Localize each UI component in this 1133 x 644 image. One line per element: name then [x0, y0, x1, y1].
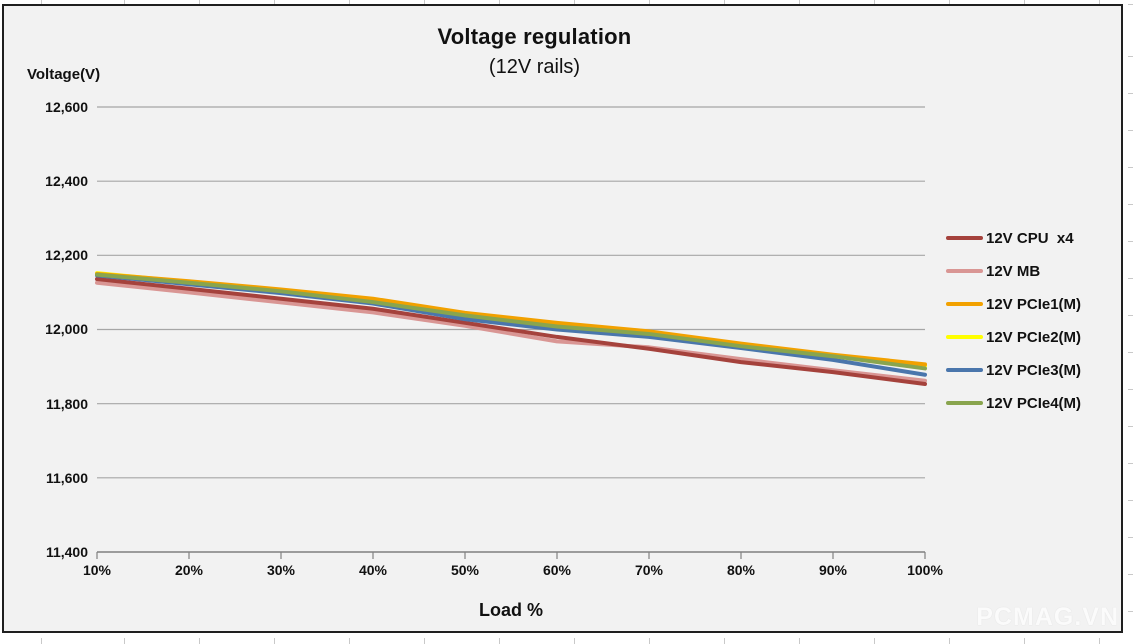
legend-swatch-pcie1 [946, 302, 983, 306]
chart-subtitle: (12V rails) [488, 56, 581, 78]
pcmag-watermark: PCMAG.VN [976, 603, 1119, 631]
legend-label: 12V PCIe3(M) [986, 361, 1082, 379]
legend-label: 12V CPU x4 [986, 229, 1074, 247]
legend-item-pcie3: 12V PCIe3(M) [946, 359, 1121, 381]
series-line-12v-cpu-x4 [95, 277, 927, 387]
y-tick-label: 11,800 [45, 396, 88, 412]
x-tick-label: 40% [358, 562, 388, 578]
legend-label: 12V PCIe4(M) [986, 394, 1082, 412]
y-tick-label: 12,600 [45, 99, 88, 115]
chart-legend: 12V CPU x4 12V MB 12V PCIe1(M) 12V PCIe2… [946, 227, 1121, 425]
legend-item-pcie2: 12V PCIe2(M) [946, 326, 1121, 348]
legend-label: 12V PCIe2(M) [986, 328, 1082, 346]
y-tick-label: 12,200 [45, 247, 88, 263]
legend-item-mb: 12V MB [946, 260, 1121, 282]
x-tick-label: 10% [82, 562, 112, 578]
legend-swatch-mb [946, 269, 983, 273]
y-tick-label: 12,000 [45, 321, 88, 337]
x-tick-label: 50% [450, 562, 480, 578]
legend-swatch-pcie3 [946, 368, 983, 372]
chart-frame [2, 4, 1123, 633]
x-tick-label: 30% [266, 562, 296, 578]
legend-label: 12V PCIe1(M) [986, 295, 1082, 313]
legend-item-pcie4: 12V PCIe4(M) [946, 392, 1121, 414]
x-axis-title: Load % [478, 600, 543, 620]
legend-label: 12V MB [986, 262, 1041, 280]
x-tick-label: 90% [818, 562, 848, 578]
legend-item-cpu: 12V CPU x4 [946, 227, 1121, 249]
series-line-12v-mb [95, 280, 927, 383]
series-line-12v-pcie4(m) [95, 272, 927, 371]
y-tick-label: 12,400 [45, 173, 88, 189]
x-tick-label: 100% [907, 562, 943, 578]
y-tick-label: 11,400 [45, 544, 88, 560]
x-tick-label: 60% [542, 562, 572, 578]
legend-swatch-pcie2 [946, 335, 983, 339]
legend-swatch-pcie4 [946, 401, 983, 405]
chart-title: Voltage regulation [437, 24, 632, 49]
legend-swatch-cpu [946, 236, 983, 240]
spreadsheet-ticks-bottom [0, 638, 1133, 644]
y-axis-title: Voltage(V) [27, 66, 101, 83]
x-tick-label: 80% [726, 562, 756, 578]
spreadsheet-ticks-top [0, 0, 1133, 4]
x-tick-label: 20% [174, 562, 204, 578]
y-tick-label: 11,600 [45, 470, 88, 486]
x-tick-label: 70% [634, 562, 664, 578]
spreadsheet-ticks-right [1128, 0, 1133, 644]
legend-item-pcie1: 12V PCIe1(M) [946, 293, 1121, 315]
